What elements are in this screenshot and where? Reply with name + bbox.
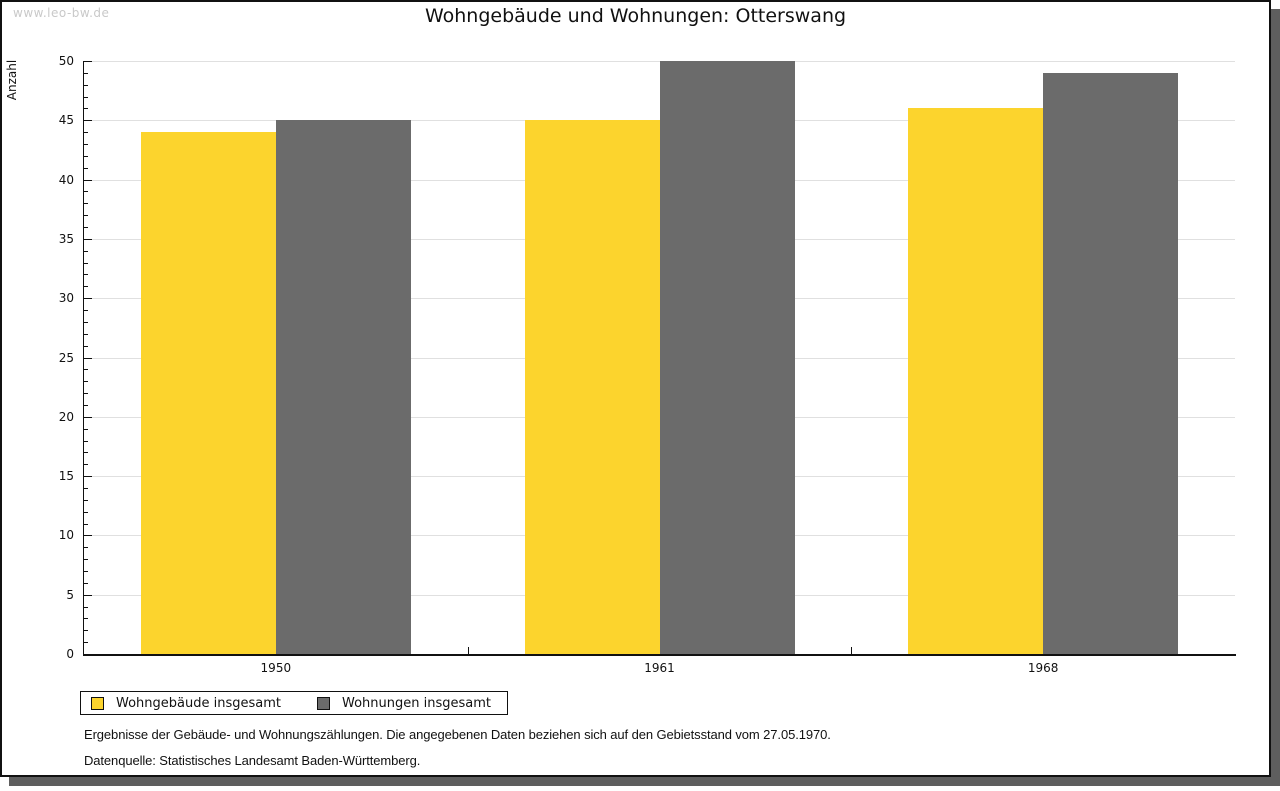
y-axis-title: Anzahl [5,59,19,101]
y-minor-tick [84,452,88,454]
y-minor-tick [84,155,88,157]
y-minor-tick [84,96,88,98]
y-minor-tick [84,440,88,442]
y-minor-tick [84,227,88,229]
y-minor-tick [84,144,88,146]
y-minor-tick [84,72,88,74]
y-minor-tick [84,582,88,584]
y-minor-tick [84,428,88,430]
bar-series2-1968 [1043,72,1179,654]
y-minor-tick [84,618,88,620]
y-minor-tick [84,393,88,395]
y-minor-tick [84,132,88,134]
bar-series2-1961 [659,61,795,654]
y-minor-tick [84,523,88,525]
bar-series1-1950 [140,132,276,654]
legend-swatch-wohngebaeude [91,696,104,710]
y-minor-tick [84,84,88,86]
y-tick-label-25: 25 [58,350,74,365]
y-minor-tick [84,511,88,513]
y-minor-tick [84,559,88,561]
x-tick-label-1961: 1961 [644,661,675,675]
watermark-text: www.leo-bw.de [13,6,110,20]
x-boundary-tick [467,647,469,654]
footer-source: Datenquelle: Statistisches Landesamt Bad… [84,753,421,768]
y-tick-label-10: 10 [58,528,74,543]
y-minor-tick [84,191,88,193]
footer-note: Ergebnisse der Gebäude- und Wohnungszähl… [84,727,831,742]
y-axis-line [83,61,84,654]
y-minor-tick [84,570,88,572]
y-major-tick [84,179,92,181]
y-minor-tick [84,108,88,110]
y-major-tick [84,594,92,596]
x-axis-line [83,654,1236,656]
y-major-tick [84,120,92,122]
y-minor-tick [84,215,88,217]
y-minor-tick [84,250,88,252]
x-tick-label-1950: 1950 [260,661,292,675]
y-tick-label-5: 5 [66,587,74,602]
y-minor-tick [84,606,88,608]
x-boundary-tick [851,647,853,654]
y-minor-tick [84,381,88,383]
y-minor-tick [84,310,88,312]
y-minor-tick [84,345,88,347]
y-minor-tick [84,333,88,335]
bar-series2-1950 [275,120,411,654]
y-tick-label-30: 30 [58,291,74,306]
y-minor-tick [84,487,88,489]
y-minor-tick [84,630,88,632]
legend-label-wohngebaeude: Wohngebäude insgesamt [116,695,281,711]
y-major-tick [84,357,92,359]
y-tick-label-0: 0 [66,647,74,661]
y-minor-tick [84,203,88,205]
y-major-tick [84,535,92,537]
y-minor-tick [84,369,88,371]
y-minor-tick [84,499,88,501]
y-minor-tick [84,464,88,466]
chart-panel: www.leo-bw.de Wohngebäude und Wohnungen:… [0,0,1271,777]
y-minor-tick [84,167,88,169]
bar-series1-1961 [524,120,660,654]
y-tick-label-45: 45 [58,113,74,128]
y-minor-tick [84,274,88,276]
bar-series1-1968 [908,108,1044,654]
chart-title: Wohngebäude und Wohnungen: Otterswang [424,5,847,27]
y-major-tick [84,298,92,300]
y-tick-label-15: 15 [58,469,74,484]
y-minor-tick [84,547,88,549]
y-tick-label-35: 35 [58,231,74,246]
y-minor-tick [84,404,88,406]
y-major-tick [84,238,92,240]
y-tick-label-20: 20 [58,409,74,424]
legend: Wohngebäude insgesamt Wohnungen insgesam… [80,691,508,715]
y-major-tick [84,61,92,62]
y-major-tick [84,476,92,478]
y-minor-tick [84,642,88,644]
legend-swatch-wohnungen [317,696,330,710]
y-minor-tick [84,286,88,288]
y-major-tick [84,416,92,418]
y-minor-tick [84,321,88,323]
y-tick-label-40: 40 [58,172,74,187]
x-tick-label-1968: 1968 [1027,661,1059,675]
y-minor-tick [84,262,88,264]
y-tick-label-50: 50 [58,54,74,68]
legend-label-wohnungen: Wohnungen insgesamt [342,695,491,711]
